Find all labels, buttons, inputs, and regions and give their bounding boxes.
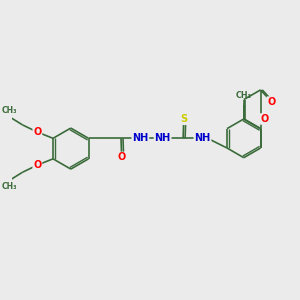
Text: NH: NH [132, 133, 148, 143]
Text: CH₃: CH₃ [2, 106, 17, 115]
Text: S: S [180, 114, 187, 124]
Text: NH: NH [194, 133, 211, 143]
Text: CH₃: CH₃ [236, 91, 252, 100]
Text: NH: NH [154, 133, 171, 143]
Text: CH₃: CH₃ [2, 182, 17, 191]
Text: O: O [261, 114, 269, 124]
Text: O: O [267, 97, 275, 107]
Text: O: O [33, 127, 41, 137]
Text: O: O [33, 160, 41, 170]
Text: O: O [118, 152, 126, 162]
